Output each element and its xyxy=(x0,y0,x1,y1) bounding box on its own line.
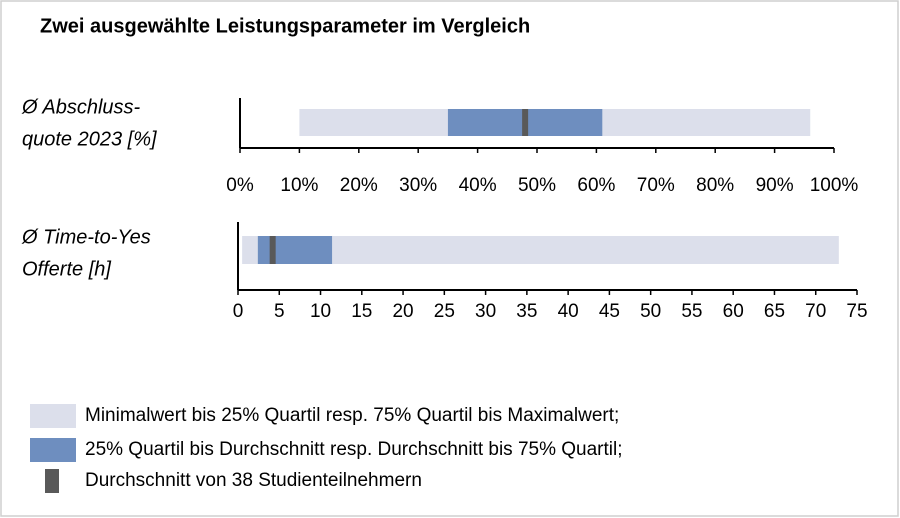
category-label: quote 2023 [%] xyxy=(22,128,157,150)
x-tick-label: 80% xyxy=(696,175,734,196)
x-tick-label: 5 xyxy=(274,301,285,322)
x-tick-label: 70% xyxy=(637,175,675,196)
x-tick-label: 10 xyxy=(310,301,331,322)
legend-label: 25% Quartil bis Durchschnitt resp. Durch… xyxy=(85,439,623,460)
mean-marker xyxy=(522,109,529,136)
mean-marker xyxy=(269,236,276,264)
x-tick-label: 75 xyxy=(846,301,867,322)
outer-range xyxy=(299,109,448,136)
x-tick-label: 90% xyxy=(756,175,794,196)
x-tick-label: 70 xyxy=(805,301,826,322)
x-tick-label: 25 xyxy=(434,301,455,322)
chart-title: Zwei ausgewählte Leistungsparameter im V… xyxy=(40,15,530,37)
category-label: Ø Time-to-Yes xyxy=(21,226,151,248)
x-tick-label: 30% xyxy=(399,175,437,196)
inner-range xyxy=(525,109,603,136)
outer-range xyxy=(242,236,258,264)
x-tick-label: 20% xyxy=(340,175,378,196)
x-tick-label: 20 xyxy=(392,301,413,322)
inner-range xyxy=(447,109,526,136)
x-tick-label: 0% xyxy=(226,175,254,196)
x-tick-label: 40 xyxy=(558,301,579,322)
category-label: Ø Abschluss- xyxy=(21,96,141,118)
x-tick-label: 50 xyxy=(640,301,661,322)
legend-label: Durchschnitt von 38 Studienteilnehmern xyxy=(85,470,422,491)
x-tick-label: 45 xyxy=(599,301,620,322)
outer-range xyxy=(332,236,839,264)
x-tick-label: 35 xyxy=(516,301,537,322)
x-tick-label: 55 xyxy=(681,301,702,322)
x-tick-label: 100% xyxy=(810,175,859,196)
x-tick-label: 10% xyxy=(280,175,318,196)
legend-swatch xyxy=(30,404,76,428)
x-tick-label: 0 xyxy=(233,301,244,322)
x-tick-label: 60 xyxy=(723,301,744,322)
x-tick-label: 40% xyxy=(459,175,497,196)
category-label: Offerte [h] xyxy=(22,258,111,280)
legend-swatch xyxy=(45,469,59,493)
legend-swatch xyxy=(30,438,76,462)
inner-range xyxy=(257,236,273,264)
x-tick-label: 60% xyxy=(577,175,615,196)
x-tick-label: 30 xyxy=(475,301,496,322)
inner-range xyxy=(272,236,333,264)
x-tick-label: 50% xyxy=(518,175,556,196)
legend-label: Minimalwert bis 25% Quartil resp. 75% Qu… xyxy=(85,405,619,426)
x-tick-label: 15 xyxy=(351,301,372,322)
outer-range xyxy=(602,109,811,136)
x-tick-label: 65 xyxy=(764,301,785,322)
